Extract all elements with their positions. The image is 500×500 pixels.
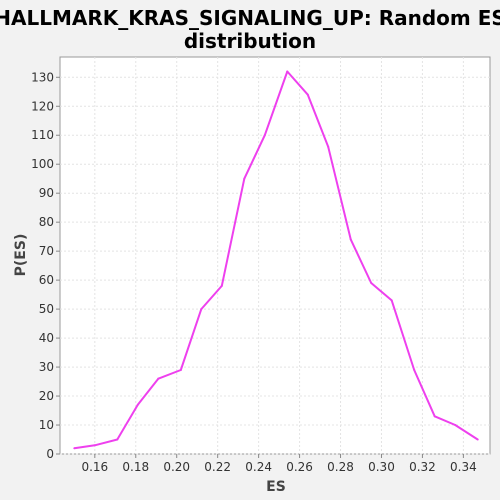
y-tick-label: 80 bbox=[39, 215, 54, 229]
data-point bbox=[390, 299, 393, 302]
data-point bbox=[413, 368, 416, 371]
x-tick-label: 0.34 bbox=[450, 460, 477, 474]
y-tick-label: 20 bbox=[39, 389, 54, 403]
data-point bbox=[263, 134, 266, 137]
axes: 0.16 0.18 0.20 0.22 0.24 0.26 0.28 0.30 0.32 0.34… bbox=[31, 70, 477, 474]
data-point bbox=[157, 377, 160, 380]
data-point bbox=[200, 308, 203, 311]
y-tick-label: 40 bbox=[39, 331, 54, 345]
x-tick-label: 0.18 bbox=[122, 460, 149, 474]
y-tick-label: 10 bbox=[39, 418, 54, 432]
data-point bbox=[433, 415, 436, 418]
series-line bbox=[74, 70, 479, 450]
x-tick-label: 0.24 bbox=[245, 460, 272, 474]
x-tick-label: 0.30 bbox=[368, 460, 395, 474]
data-point bbox=[220, 284, 223, 287]
y-tick-label: 30 bbox=[39, 360, 54, 374]
x-tick-label: 0.16 bbox=[81, 460, 108, 474]
plot-area bbox=[59, 56, 491, 455]
chart-title-line-2: distribution bbox=[184, 29, 316, 53]
data-point bbox=[349, 238, 352, 241]
series-layer bbox=[73, 70, 479, 450]
y-axis-label: P(ES) bbox=[13, 234, 29, 277]
y-tick-label: 0 bbox=[46, 447, 54, 461]
data-point bbox=[306, 93, 309, 96]
x-tick-label: 0.22 bbox=[204, 460, 231, 474]
y-tick-label: 60 bbox=[39, 273, 54, 287]
data-point bbox=[370, 282, 373, 285]
y-tick-label: 110 bbox=[31, 128, 54, 142]
y-tick-label: 120 bbox=[31, 99, 54, 113]
y-tick-label: 90 bbox=[39, 186, 54, 200]
x-axis-label: ES bbox=[266, 479, 286, 495]
data-point bbox=[73, 447, 76, 450]
x-tick-label: 0.32 bbox=[409, 460, 436, 474]
data-point bbox=[179, 368, 182, 371]
data-point bbox=[116, 438, 119, 441]
x-tick-label: 0.28 bbox=[327, 460, 354, 474]
data-point bbox=[243, 177, 246, 180]
x-tick-label: 0.26 bbox=[286, 460, 313, 474]
y-tick-label: 70 bbox=[39, 244, 54, 258]
data-point bbox=[327, 145, 330, 148]
data-point bbox=[136, 403, 139, 406]
data-point bbox=[454, 424, 457, 427]
data-point bbox=[286, 70, 289, 73]
y-tick-label: 130 bbox=[31, 70, 54, 84]
y-tick-label: 100 bbox=[31, 157, 54, 171]
x-tick-label: 0.20 bbox=[163, 460, 190, 474]
data-point bbox=[476, 438, 479, 441]
chart-title-line-1: HALLMARK_KRAS_SIGNALING_UP: Random ES bbox=[0, 6, 500, 30]
y-tick-label: 50 bbox=[39, 302, 54, 316]
data-point bbox=[93, 444, 96, 447]
